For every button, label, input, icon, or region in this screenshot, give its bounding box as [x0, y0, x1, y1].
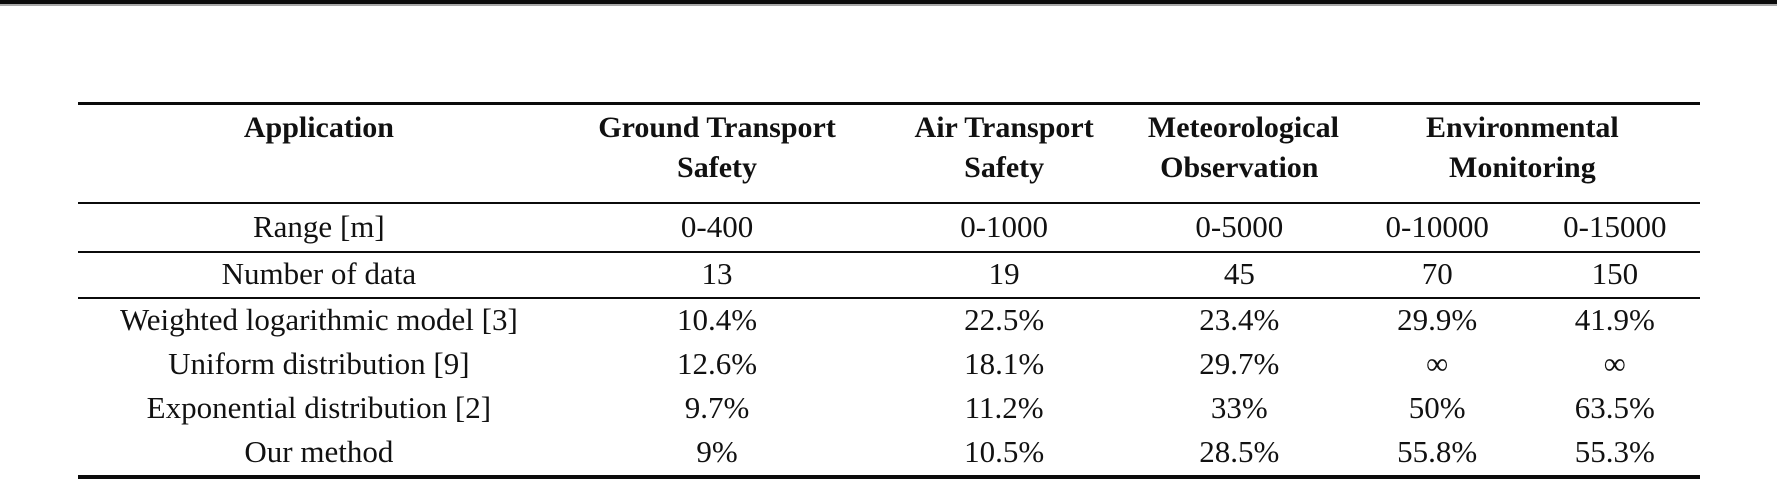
table-row-uniform-distribution: Uniform distribution [9] 12.6% 18.1% 29.…: [78, 343, 1700, 387]
column-header-ground-transport-safety: Ground Transport Safety: [559, 103, 875, 204]
table-cell: 0-10000: [1344, 203, 1530, 253]
column-header-meteorological-observation: Meteorological Observation: [1133, 103, 1345, 204]
row-label-range: Range [m]: [78, 203, 560, 253]
table-cell: 0-5000: [1133, 203, 1345, 253]
table-cell: 22.5%: [964, 302, 1045, 337]
table-cell: 0-15000: [1529, 203, 1700, 253]
row-label-uniform-distribution: Uniform distribution [9]: [168, 346, 470, 381]
table-cell: 45: [1133, 252, 1345, 299]
table-cell: 23.4%: [1199, 302, 1280, 337]
table-cell: 70: [1344, 252, 1530, 299]
table-cell: 0-1000: [874, 203, 1134, 253]
row-label-weighted-logarithmic-model: Weighted logarithmic model [3]: [119, 302, 518, 337]
table-cell: 19: [874, 252, 1134, 299]
table-cell: 11.2%: [964, 390, 1044, 425]
table-cell: 10.5%: [964, 434, 1045, 469]
header-row: Application Ground Transport Safety Air …: [78, 103, 1700, 204]
row-label-exponential-distribution: Exponential distribution [2]: [146, 390, 492, 425]
row-label-number-of-data: Number of data: [78, 252, 560, 299]
table-cell: 9%: [696, 434, 738, 469]
table-row-weighted-logarithmic-model: Weighted logarithmic model [3] 10.4% 22.…: [78, 298, 1700, 343]
table-cell: 9.7%: [684, 390, 750, 425]
table-cell: 55.8%: [1397, 434, 1478, 469]
table-cell: 150: [1529, 252, 1700, 299]
table-cell: 50%: [1408, 390, 1466, 425]
table-cell: 28.5%: [1199, 434, 1280, 469]
table-cell: 29.7%: [1199, 346, 1280, 381]
table-row-exponential-distribution: Exponential distribution [2] 9.7% 11.2% …: [78, 387, 1700, 431]
table-cell: 29.9%: [1397, 302, 1478, 337]
table-row-number-of-data: Number of data 13 19 45 70 150: [78, 252, 1700, 299]
table-row-range: Range [m] 0-400 0-1000 0-5000 0-10000 0-…: [78, 203, 1700, 253]
results-table: Application Ground Transport Safety Air …: [78, 102, 1700, 479]
table-cell: 10.4%: [677, 302, 758, 337]
table-cell: 33%: [1210, 390, 1268, 425]
column-header-air-transport-safety: Air Transport Safety: [874, 103, 1134, 204]
table-cell: 41.9%: [1574, 302, 1655, 337]
column-header-environmental-monitoring: Environmental Monitoring: [1344, 103, 1700, 204]
results-table-container: Application Ground Transport Safety Air …: [78, 102, 1700, 479]
table-cell: 55.3%: [1574, 434, 1655, 469]
table-cell: 12.6%: [677, 346, 758, 381]
table-cell: ∞: [1426, 346, 1449, 381]
table-cell: 0-400: [559, 203, 875, 253]
table-cell: ∞: [1603, 346, 1626, 381]
table-cell: 63.5%: [1574, 390, 1655, 425]
table-row-our-method: Our method 9% 10.5% 28.5% 55.8% 55.3%: [78, 431, 1700, 477]
table-cell: 13: [559, 252, 875, 299]
column-header-application: Application: [78, 103, 560, 204]
row-label-our-method: Our method: [244, 434, 394, 469]
page-top-rule: [0, 0, 1777, 6]
table-cell: 18.1%: [964, 346, 1045, 381]
